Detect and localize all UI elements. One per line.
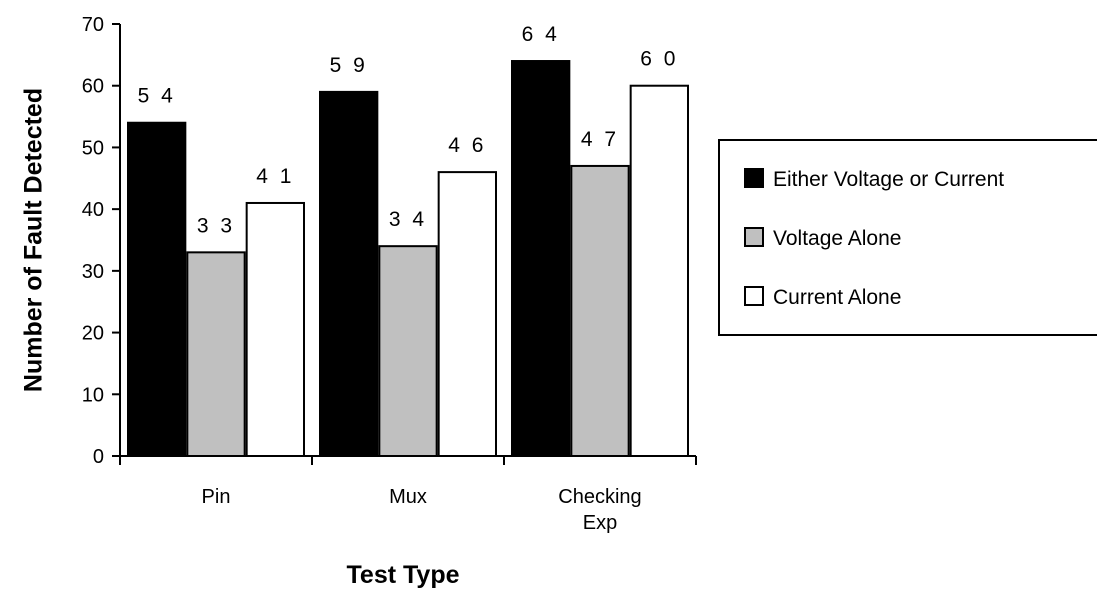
- data-label: 6 4: [522, 23, 560, 46]
- legend-swatch: [744, 227, 764, 247]
- y-tick-label: 40: [82, 199, 104, 221]
- x-tick-label: Checking: [558, 486, 641, 508]
- data-label: 6 0: [640, 48, 678, 71]
- bar: [127, 121, 187, 457]
- y-tick-label: 30: [82, 261, 104, 283]
- bar: [186, 251, 246, 457]
- legend-label: Current Alone: [773, 286, 901, 309]
- bar: [245, 201, 306, 457]
- data-label: 5 4: [138, 85, 176, 108]
- y-tick-label: 20: [82, 323, 104, 345]
- x-tick-label: Pin: [202, 486, 231, 508]
- bar: [378, 245, 438, 457]
- data-label: 3 4: [389, 208, 427, 231]
- data-label: 5 9: [330, 54, 368, 77]
- y-tick-label: 10: [82, 384, 104, 406]
- bar: [319, 90, 379, 457]
- y-tick-label: 50: [82, 137, 104, 159]
- bar: [437, 171, 497, 457]
- legend-swatch: [744, 286, 764, 306]
- legend-box: [718, 139, 1097, 336]
- data-label: 4 6: [448, 134, 486, 157]
- y-tick-label: 0: [93, 446, 104, 468]
- x-axis-title: Test Type: [347, 561, 460, 589]
- data-label: 4 1: [256, 165, 294, 188]
- y-tick-label: 60: [82, 76, 104, 98]
- axes-group: [119, 24, 696, 457]
- bar: [629, 84, 690, 457]
- y-tick-label: 70: [82, 14, 104, 36]
- legend-label: Either Voltage or Current: [773, 168, 1004, 191]
- legend-label: Voltage Alone: [773, 227, 901, 250]
- bars-group: [127, 60, 690, 458]
- bar: [511, 60, 571, 458]
- y-ticks-group: 0 10 20 30 40 50 60 70: [82, 14, 120, 468]
- data-label: 4 7: [581, 128, 619, 151]
- data-label: 3 3: [197, 214, 235, 237]
- data-labels-group: 5 4 5 9 6 4 3 3 3 4 4 7 4 1 4 6 6 0: [138, 23, 678, 237]
- x-ticks-group: Pin Mux Checking Exp: [119, 456, 697, 534]
- y-axis-title: Number of Fault Detected: [20, 88, 48, 392]
- bar: [570, 164, 630, 457]
- legend: Either Voltage or Current Voltage Alone Cu…: [718, 139, 1097, 336]
- legend-swatch: [744, 168, 764, 188]
- x-tick-label: Exp: [583, 512, 617, 534]
- x-tick-label: Mux: [389, 486, 427, 508]
